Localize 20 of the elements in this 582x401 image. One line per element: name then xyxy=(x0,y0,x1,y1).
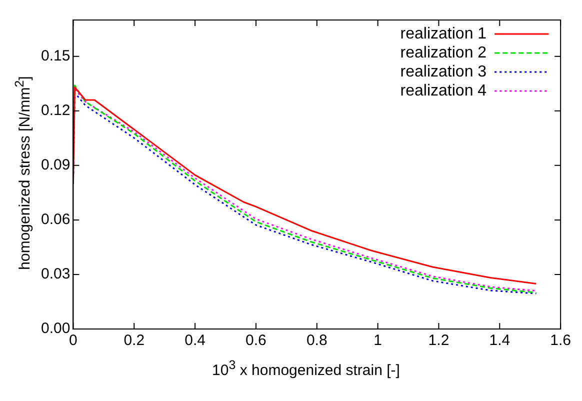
y-tick-label: 0.06 xyxy=(40,211,70,228)
x-tick-label: 0 xyxy=(69,332,78,350)
y-tick-label: 0.03 xyxy=(40,266,70,283)
x-tick-label: 0.4 xyxy=(184,332,206,350)
x-tick-label: 1 xyxy=(374,332,382,350)
legend-label: realization 4 xyxy=(400,82,487,100)
x-tick-label: 1.2 xyxy=(428,332,450,350)
x-tick-label: 0.6 xyxy=(246,332,266,350)
legend-label: realization 3 xyxy=(400,63,487,80)
x-tick-label: 1.6 xyxy=(550,332,572,350)
x-tick-label: 1.4 xyxy=(489,332,510,350)
legend-label: realization 2 xyxy=(400,44,487,62)
y-tick-label: 0.09 xyxy=(40,156,70,174)
y-tick-label: 0.00 xyxy=(40,320,70,338)
x-axis-title: 10$^{3}$ x homogenized strain [-] xyxy=(211,358,401,379)
x-tick-label: 0.2 xyxy=(124,332,145,350)
x-tick-label: 0.8 xyxy=(306,332,328,350)
legend-label: realization 1 xyxy=(400,25,487,42)
y-tick-label: 0.15 xyxy=(40,47,70,64)
y-tick-label: 0.12 xyxy=(40,102,70,120)
